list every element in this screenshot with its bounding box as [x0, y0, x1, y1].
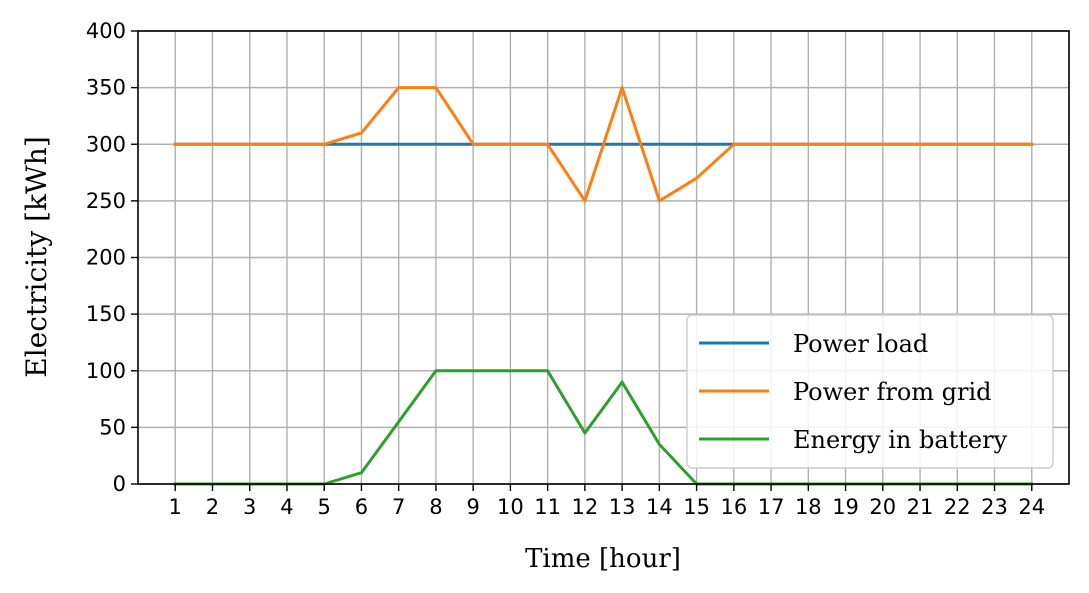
y-tick-label: 400: [86, 19, 126, 43]
x-tick-label: 19: [832, 495, 859, 519]
series-line-2: [173, 86, 1034, 203]
x-tick-label: 12: [572, 495, 599, 519]
x-axis-label: Time [hour]: [525, 544, 681, 574]
x-tick-label: 5: [318, 495, 331, 519]
x-tick-label: 22: [944, 495, 971, 519]
x-tick-label: 4: [280, 495, 293, 519]
y-tick-label: 200: [86, 246, 126, 270]
x-tick-label: 20: [869, 495, 896, 519]
y-tick-label: 250: [86, 189, 126, 213]
x-tick-label: 23: [981, 495, 1008, 519]
x-tick-label: 17: [758, 495, 785, 519]
legend: Power load Power from grid Energy in batte…: [686, 314, 1054, 469]
x-tick-label: 11: [534, 495, 561, 519]
legend-label: Power from grid: [793, 378, 992, 406]
y-axis-label: Electricity [kWh]: [20, 136, 53, 377]
x-tick-label: 9: [466, 495, 479, 519]
x-tick-label: 15: [683, 495, 710, 519]
y-tick-label: 0: [113, 472, 126, 496]
x-tick-label: 14: [646, 495, 673, 519]
y-tick-label: 350: [86, 76, 126, 100]
y-tick-label: 300: [86, 132, 126, 156]
x-tick-label: 13: [609, 495, 636, 519]
x-tick-label: 3: [243, 495, 256, 519]
x-tick-label: 21: [907, 495, 934, 519]
x-tick-label: 1: [169, 495, 182, 519]
legend-label: Power load: [793, 330, 928, 358]
x-tick-label: 2: [206, 495, 219, 519]
y-tick-label: 100: [86, 359, 126, 383]
x-tick-label: 8: [429, 495, 442, 519]
y-tick-label: 150: [86, 302, 126, 326]
x-tick-label: 6: [355, 495, 368, 519]
x-tick-label: 7: [392, 495, 405, 519]
x-tick-label: 18: [795, 495, 822, 519]
x-tick-label: 16: [720, 495, 747, 519]
axis-ticks: 1 2 3 4 5 6 7 8 9 10 11 12 13 14 15 16 17 18 19 20 21 22 23 240…: [86, 19, 1045, 519]
x-tick-label: 24: [1018, 495, 1045, 519]
legend-label: Energy in battery: [793, 426, 1008, 454]
legend-box: [686, 314, 1054, 469]
x-tick-label: 10: [497, 495, 524, 519]
y-tick-label: 50: [99, 415, 126, 439]
